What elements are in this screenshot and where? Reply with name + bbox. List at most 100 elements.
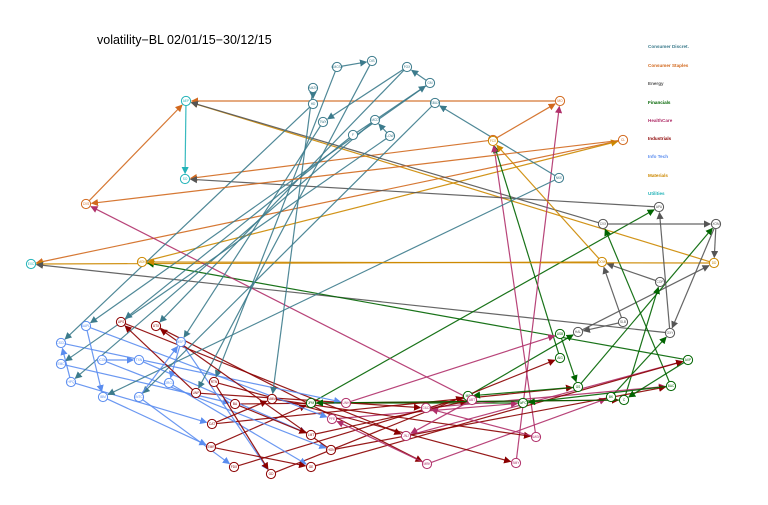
node-amgn: AMGN: [530, 431, 541, 443]
edge-aig-fcx: [493, 145, 560, 354]
node-label: QCOM: [97, 358, 107, 362]
edge-ba-lmt: [239, 405, 307, 434]
node-circle: [326, 413, 338, 425]
edge-dd-aep: [190, 101, 710, 263]
legend-item-utilities: Utilities: [648, 191, 665, 196]
node-label: MO: [557, 99, 563, 103]
edge-layer: [35, 59, 719, 473]
node-label: JPM: [308, 401, 315, 405]
edge-ko-so: [189, 139, 489, 182]
node-unp: UNP: [190, 387, 202, 399]
node-circle: [553, 172, 565, 184]
node-cvs: CVS: [80, 198, 92, 210]
node-emc: EMC: [55, 358, 67, 370]
edge-xom-dd: [711, 228, 719, 259]
node-rtn: RTN: [208, 376, 220, 388]
edge-mon-cl: [146, 139, 619, 262]
edge-apa-so: [189, 176, 655, 208]
node-circle: [190, 387, 202, 399]
edge-emc-ba: [65, 364, 231, 405]
edge-dis-unp: [198, 64, 371, 389]
edge-c-cop: [624, 286, 660, 396]
node-circle: [133, 391, 145, 403]
node-aapl: AAPL: [80, 320, 92, 332]
edge-mcd-hpq: [74, 122, 372, 379]
node-intc: INTC: [133, 391, 145, 403]
node-circle: [384, 130, 396, 142]
node-circle: [97, 391, 109, 403]
node-label: GD: [269, 472, 274, 476]
node-aig: AIG: [554, 352, 566, 364]
node-label: HPQ: [68, 380, 75, 384]
node-label: MCD: [371, 118, 379, 122]
node-orcl: ORCL: [163, 377, 175, 389]
node-circle: [424, 77, 436, 89]
edge-oxy-exc: [35, 261, 666, 334]
edge-dow-fcx: [496, 144, 600, 259]
node-circle: [305, 429, 317, 441]
edge-gs-ms: [472, 386, 574, 399]
figure-title: volatility−BL 02/01/15−30/12/15: [97, 33, 272, 47]
node-abt: ABT: [466, 394, 478, 406]
node-fcx: FCX: [487, 135, 499, 147]
node-circle: [317, 116, 329, 128]
node-label: HAL: [575, 330, 581, 334]
edge-msft-orcl: [168, 346, 181, 379]
node-label: PFE: [329, 417, 335, 421]
edge-ge-axp: [315, 359, 684, 467]
node-ba: BA: [229, 398, 241, 410]
edge-aapl-pfe: [90, 327, 328, 419]
edge-aapl-ibm: [86, 330, 104, 393]
edge-usb-gs: [560, 338, 578, 383]
node-low: LOW: [384, 130, 396, 142]
node-label: MRK: [423, 462, 431, 466]
node-circle: [366, 55, 378, 67]
node-gs: GS: [572, 381, 584, 393]
node-label: APA: [656, 205, 663, 209]
node-unh: UNH: [340, 397, 352, 409]
edge-intc-msft: [141, 345, 179, 394]
node-so: SO: [179, 173, 191, 185]
node-circle: [266, 393, 278, 405]
node-circle: [708, 257, 720, 269]
node-label: MMM: [268, 397, 276, 401]
node-label: DD: [712, 261, 717, 265]
node-label: WFC: [519, 401, 527, 405]
edge-bac-wfc: [527, 385, 667, 406]
edge-gd-aig: [275, 359, 556, 473]
node-ge: GE: [305, 461, 317, 473]
node-circle: [179, 173, 191, 185]
node-circle: [664, 327, 676, 339]
edge-low-emc: [65, 138, 387, 362]
edge-rtn-bmy: [218, 382, 512, 464]
node-mcd: MCD: [369, 114, 381, 126]
edge-qcom-hon: [106, 361, 327, 449]
node-circle: [150, 320, 162, 332]
node-circle: [65, 376, 77, 388]
node-circle: [229, 398, 241, 410]
node-circle: [205, 441, 217, 453]
edge-oxy-apa: [656, 211, 671, 329]
node-label: AEP: [183, 99, 189, 103]
node-circle: [429, 97, 441, 109]
node-f: F: [347, 129, 359, 141]
node-label: IBM: [100, 395, 106, 399]
node-circle: [605, 391, 617, 403]
node-label: USB: [557, 332, 564, 336]
legend-item-healthcare: HealthCare: [648, 118, 673, 123]
edge-amgn-gild: [430, 407, 532, 437]
node-circle: [115, 316, 127, 328]
node-label: AAPL: [82, 324, 90, 328]
node-ups: UPS: [115, 316, 127, 328]
edge-bk-oxy: [613, 336, 667, 395]
node-amzn: AMZN: [307, 82, 318, 94]
edge-txn-lmt: [142, 361, 307, 434]
edge-rtn-gd: [215, 385, 269, 470]
node-circle: [400, 430, 412, 442]
node-label: MSFT: [177, 340, 186, 344]
legend-item-consumer-staples: Consumer Staples: [648, 63, 689, 68]
node-label: JNJ: [403, 434, 409, 438]
edge-bac-cvx: [604, 228, 670, 382]
node-label: MON: [138, 260, 146, 264]
edge-cmcsa-dis: [341, 59, 368, 67]
